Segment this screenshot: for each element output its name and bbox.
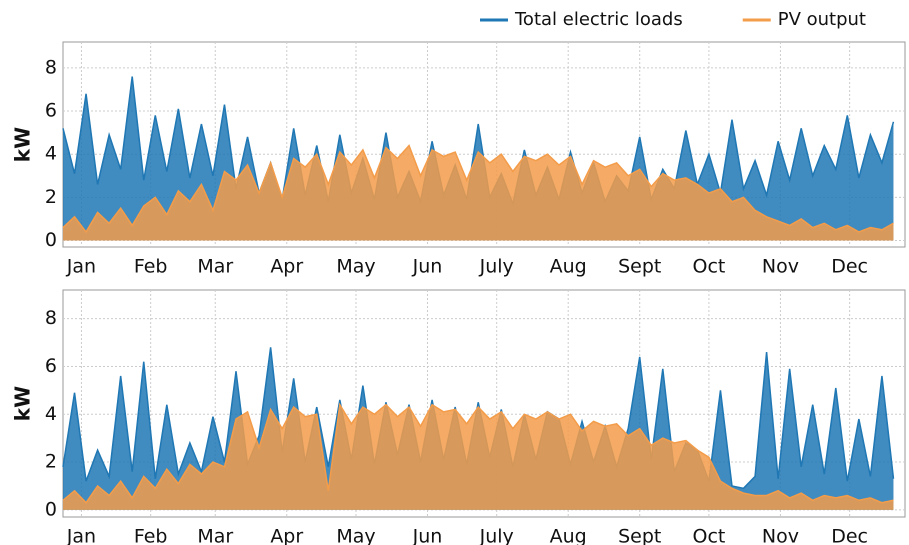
y-tick-label: 4	[45, 143, 57, 165]
x-tick-label: Nov	[762, 526, 799, 545]
x-tick-label: May	[336, 256, 375, 278]
x-tick-label: Mar	[197, 526, 233, 545]
x-tick-label: Aug	[550, 526, 587, 545]
x-tick-label: Apr	[270, 256, 303, 278]
x-tick-label: Feb	[134, 526, 168, 545]
x-tick-label: Jun	[412, 526, 443, 545]
series-line	[62, 347, 895, 490]
x-tick-label: Oct	[692, 256, 725, 278]
legend-label: PV output	[778, 9, 866, 30]
x-tick-label: Mar	[197, 256, 233, 278]
y-tick-label: 6	[45, 355, 57, 377]
x-tick-label: Sept	[618, 526, 661, 545]
x-tick-label: Jun	[412, 256, 443, 278]
x-tick-label: July	[479, 526, 514, 545]
x-tick-label: Dec	[831, 256, 868, 278]
y-axis-label: kW	[11, 127, 35, 162]
x-tick-label: Apr	[270, 526, 303, 545]
x-tick-label: Oct	[692, 526, 725, 545]
y-tick-label: 2	[45, 186, 57, 208]
y-tick-label: 0	[45, 229, 57, 251]
y-tick-label: 8	[45, 56, 57, 78]
area-fill	[63, 404, 894, 510]
series-line	[62, 144, 894, 234]
x-tick-label: May	[336, 526, 375, 545]
y-tick-label: 8	[45, 307, 57, 329]
x-tick-label: Aug	[550, 256, 587, 278]
y-axis-label: kW	[11, 386, 35, 421]
x-tick-label: Feb	[134, 256, 168, 278]
x-tick-label: Sept	[618, 256, 661, 278]
y-tick-label: 2	[45, 451, 57, 473]
y-tick-label: 0	[45, 498, 57, 520]
x-tick-label: Nov	[762, 256, 799, 278]
series-line	[62, 76, 895, 207]
series-line	[62, 402, 894, 504]
legend-label: Total electric loads	[514, 9, 683, 30]
area-fill	[63, 145, 894, 241]
x-tick-label: Jan	[66, 256, 96, 278]
x-tick-label: July	[479, 256, 514, 278]
x-tick-label: Jan	[66, 526, 96, 545]
x-tick-label: Dec	[831, 526, 868, 545]
y-tick-label: 6	[45, 100, 57, 122]
y-tick-label: 4	[45, 403, 57, 425]
